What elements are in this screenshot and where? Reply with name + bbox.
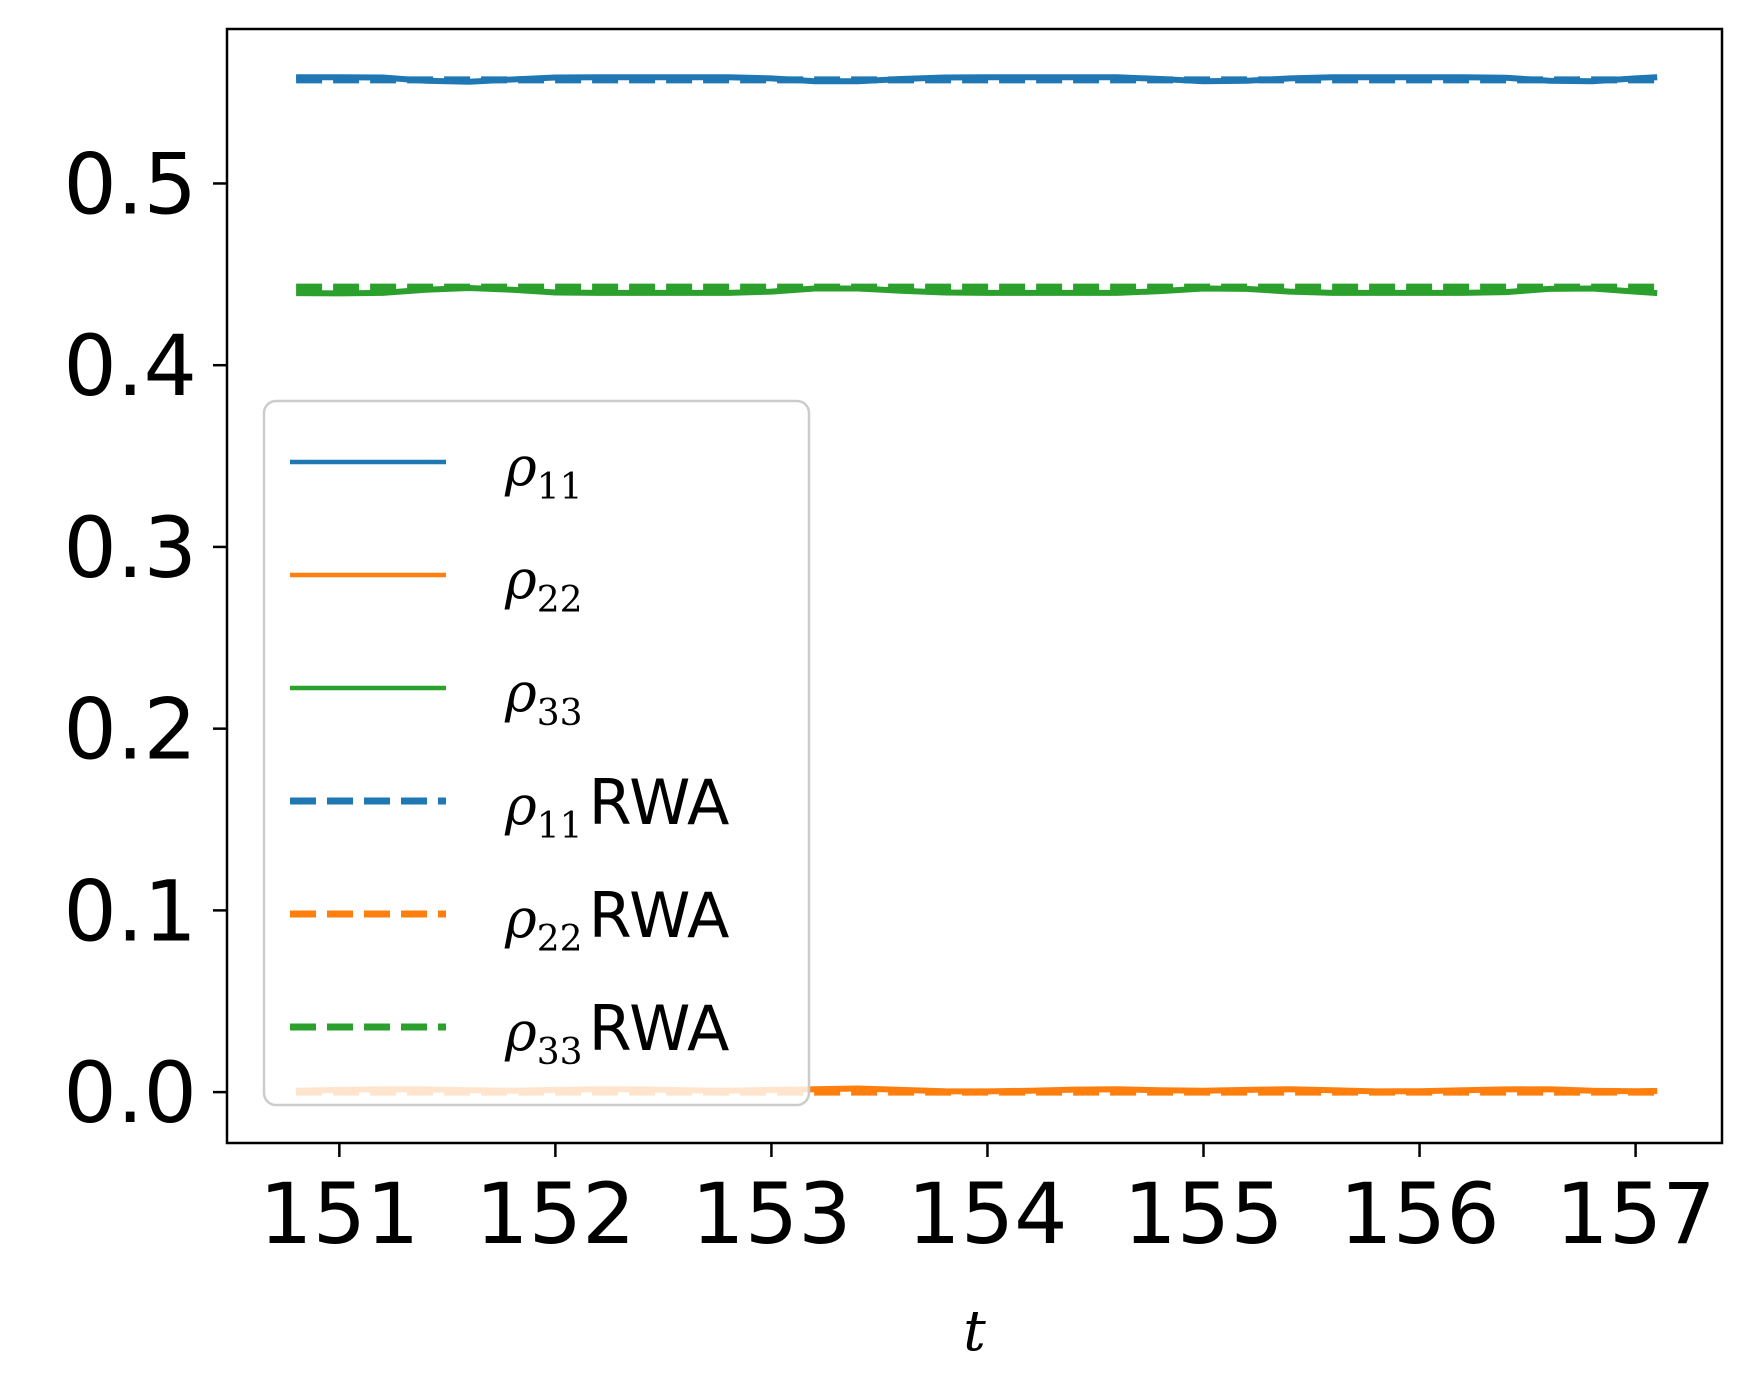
legend-label-6: ρ33RWA: [504, 992, 729, 1073]
y-tick-label: 0.3: [63, 499, 197, 597]
series-line-3: [296, 285, 1658, 297]
legend-label-4: ρ11RWA: [504, 766, 729, 847]
x-tick-label: 151: [259, 1165, 419, 1263]
x-axis-label: t: [963, 1299, 986, 1364]
y-tick-label: 0.0: [63, 1044, 197, 1142]
y-axis-ticks: 0.0 0.1 0.2 0.3 0.4 0.5: [63, 135, 227, 1142]
y-tick-label: 0.5: [63, 135, 197, 233]
x-tick-label: 152: [475, 1165, 635, 1263]
x-tick-label: 154: [907, 1165, 1067, 1263]
legend-label-1: ρ11: [504, 435, 583, 508]
x-tick-label: 156: [1339, 1165, 1499, 1263]
x-axis-ticks: 151 152 153 154 155 156 157: [259, 1143, 1716, 1263]
x-tick-label: 155: [1123, 1165, 1283, 1263]
x-tick-label: 153: [691, 1165, 851, 1263]
series-line-1: [296, 74, 1658, 85]
legend-label-3: ρ33: [504, 661, 583, 734]
legend: ρ11 ρ22 ρ33 ρ11RWA ρ22RWA ρ33RWA: [262, 399, 811, 1107]
plot-frame: [225, 27, 1724, 1145]
x-tick-label: 157: [1555, 1165, 1715, 1263]
y-tick-label: 0.4: [63, 317, 197, 415]
legend-label-2: ρ22: [504, 548, 583, 621]
y-tick-label: 0.2: [63, 681, 197, 779]
y-tick-label: 0.1: [63, 862, 197, 960]
legend-label-5: ρ22RWA: [504, 879, 729, 960]
